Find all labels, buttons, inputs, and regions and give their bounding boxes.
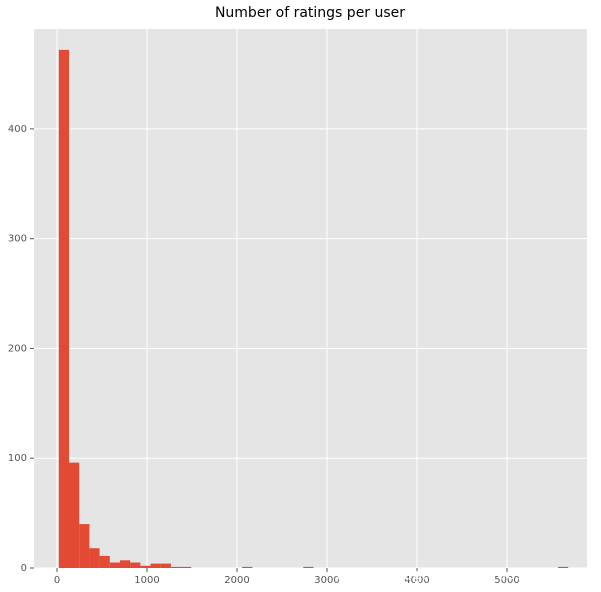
y-tick-label: 200 bbox=[8, 343, 27, 354]
x-tick-label: 4000 bbox=[404, 575, 429, 586]
y-tick-label: 300 bbox=[8, 234, 27, 245]
x-tick-label: 5000 bbox=[494, 575, 519, 586]
bar bbox=[130, 562, 141, 568]
bar bbox=[150, 563, 161, 568]
bar bbox=[242, 566, 253, 568]
y-tick-label: 400 bbox=[8, 124, 27, 135]
x-tick-label: 0 bbox=[54, 575, 60, 586]
bar bbox=[140, 565, 151, 568]
bar bbox=[58, 49, 70, 569]
chart-title: Number of ratings per user bbox=[215, 5, 405, 21]
bar bbox=[69, 462, 80, 568]
bar bbox=[160, 563, 171, 568]
x-tick-label: 2000 bbox=[224, 575, 249, 586]
y-tick-label: 100 bbox=[8, 453, 27, 464]
bar bbox=[303, 566, 314, 568]
bar bbox=[99, 555, 110, 568]
bar bbox=[558, 566, 569, 568]
x-tick-label: 1000 bbox=[134, 575, 159, 586]
bar bbox=[181, 566, 192, 568]
x-tick-label: 3000 bbox=[314, 575, 339, 586]
bar bbox=[89, 548, 100, 568]
y-tick-label: 0 bbox=[21, 563, 27, 574]
bar bbox=[119, 560, 131, 568]
plot-area bbox=[34, 29, 587, 568]
bar bbox=[170, 566, 182, 568]
watermark: https://blog.csdn.net/u012613903 bbox=[336, 566, 592, 584]
bar bbox=[109, 562, 120, 568]
bar bbox=[79, 524, 90, 568]
